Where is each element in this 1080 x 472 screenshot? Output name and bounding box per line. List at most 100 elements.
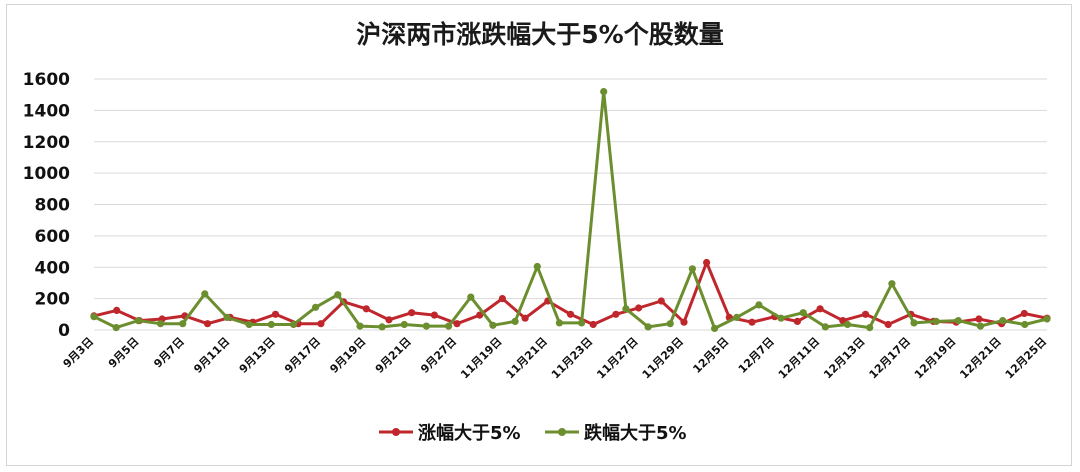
data-point — [378, 323, 386, 331]
x-tick-label: 11月21日 — [504, 335, 550, 381]
x-tick-label: 9月11日 — [191, 335, 232, 376]
data-point — [223, 313, 231, 321]
data-point — [888, 280, 896, 288]
series-lines — [90, 88, 1051, 332]
data-point — [866, 324, 874, 332]
data-point — [271, 310, 280, 318]
data-point — [1043, 315, 1051, 323]
series-line — [93, 90, 1048, 330]
y-tick-label: 1200 — [23, 133, 70, 153]
x-tick-label: 9月19日 — [327, 335, 368, 376]
x-tick-label: 11月29日 — [640, 335, 686, 381]
x-tick-label: 12月13日 — [821, 335, 867, 381]
data-point — [975, 315, 983, 323]
data-point — [312, 303, 320, 311]
data-point — [201, 290, 209, 298]
x-tick-label: 11月27日 — [594, 335, 640, 381]
x-tick-label: 9月27日 — [418, 335, 459, 376]
data-point — [711, 324, 719, 332]
grid-lines — [94, 78, 1047, 331]
y-tick-label: 1600 — [23, 70, 70, 90]
x-tick-label: 12月21日 — [957, 335, 1003, 381]
data-point — [112, 324, 120, 332]
data-point — [408, 309, 416, 317]
data-point — [445, 322, 453, 330]
x-tick-label: 11月23日 — [549, 335, 595, 381]
data-point — [657, 297, 665, 305]
chart-title: 沪深两市涨跌幅大于5%个股数量 — [356, 20, 723, 49]
data-point — [156, 320, 165, 328]
legend-label-rise: 涨幅大于5% — [418, 422, 521, 444]
data-point — [422, 322, 430, 330]
data-point — [821, 323, 830, 331]
x-tick-label: 12月7日 — [736, 335, 777, 376]
x-tick-label: 12月17日 — [867, 335, 913, 381]
y-tick-label: 1000 — [23, 164, 70, 184]
data-point — [843, 320, 852, 329]
data-point — [861, 310, 870, 318]
y-tick-label: 200 — [35, 290, 71, 310]
data-point — [498, 295, 506, 303]
data-point — [511, 317, 519, 325]
x-tick-label: 9月5日 — [106, 335, 142, 371]
data-point — [467, 293, 475, 301]
data-point — [245, 320, 253, 329]
data-point — [932, 317, 940, 325]
data-point — [317, 320, 325, 328]
data-point — [703, 258, 711, 267]
series-fall — [90, 88, 1051, 332]
data-point — [680, 318, 688, 326]
chart-frame — [6, 4, 1072, 466]
data-point — [600, 88, 608, 96]
data-point — [976, 322, 985, 330]
y-axis-ticks: 0 200 400 600 800 1000 1200 1400 1600 — [23, 70, 70, 341]
x-tick-label: 12月11日 — [776, 335, 822, 381]
data-point — [179, 320, 187, 328]
data-point — [1020, 309, 1028, 318]
data-point — [566, 310, 575, 318]
data-point — [385, 316, 393, 324]
y-tick-label: 600 — [35, 227, 71, 247]
x-tick-label: 12月19日 — [912, 335, 958, 381]
data-point — [910, 319, 918, 327]
data-point — [521, 314, 529, 322]
data-point — [267, 320, 275, 329]
data-point — [777, 314, 785, 322]
legend-item-rise: 涨幅大于5% — [379, 422, 521, 444]
x-tick-label: 9月13日 — [237, 335, 278, 376]
x-tick-label: 9月21日 — [373, 335, 414, 376]
y-tick-label: 0 — [58, 321, 70, 341]
data-point — [400, 320, 408, 329]
data-point — [356, 322, 364, 330]
legend-item-fall: 跌幅大于5% — [545, 422, 687, 444]
data-point — [799, 309, 807, 317]
data-point — [748, 318, 756, 326]
data-point — [954, 317, 962, 325]
data-point — [612, 310, 620, 318]
data-point — [362, 305, 370, 313]
data-point — [533, 262, 541, 271]
data-point — [203, 320, 212, 328]
data-point — [334, 291, 342, 299]
data-point — [733, 313, 741, 321]
data-point — [555, 319, 564, 327]
data-point — [622, 305, 630, 313]
data-point — [644, 323, 652, 331]
data-point — [578, 319, 586, 327]
data-point — [999, 317, 1007, 325]
data-point — [635, 304, 643, 312]
data-point — [90, 313, 98, 321]
legend: 涨幅大于5% 跌幅大于5% — [379, 422, 687, 444]
legend-marker-fall — [558, 428, 566, 436]
x-tick-label: 11月19日 — [458, 335, 504, 381]
data-point — [688, 265, 697, 273]
x-tick-label: 12月5日 — [690, 335, 731, 376]
data-point — [453, 320, 461, 328]
y-tick-label: 400 — [35, 258, 71, 278]
data-point — [134, 317, 142, 325]
data-point — [666, 320, 674, 328]
data-point — [589, 320, 597, 329]
data-point — [1021, 320, 1029, 329]
data-point — [289, 320, 298, 329]
